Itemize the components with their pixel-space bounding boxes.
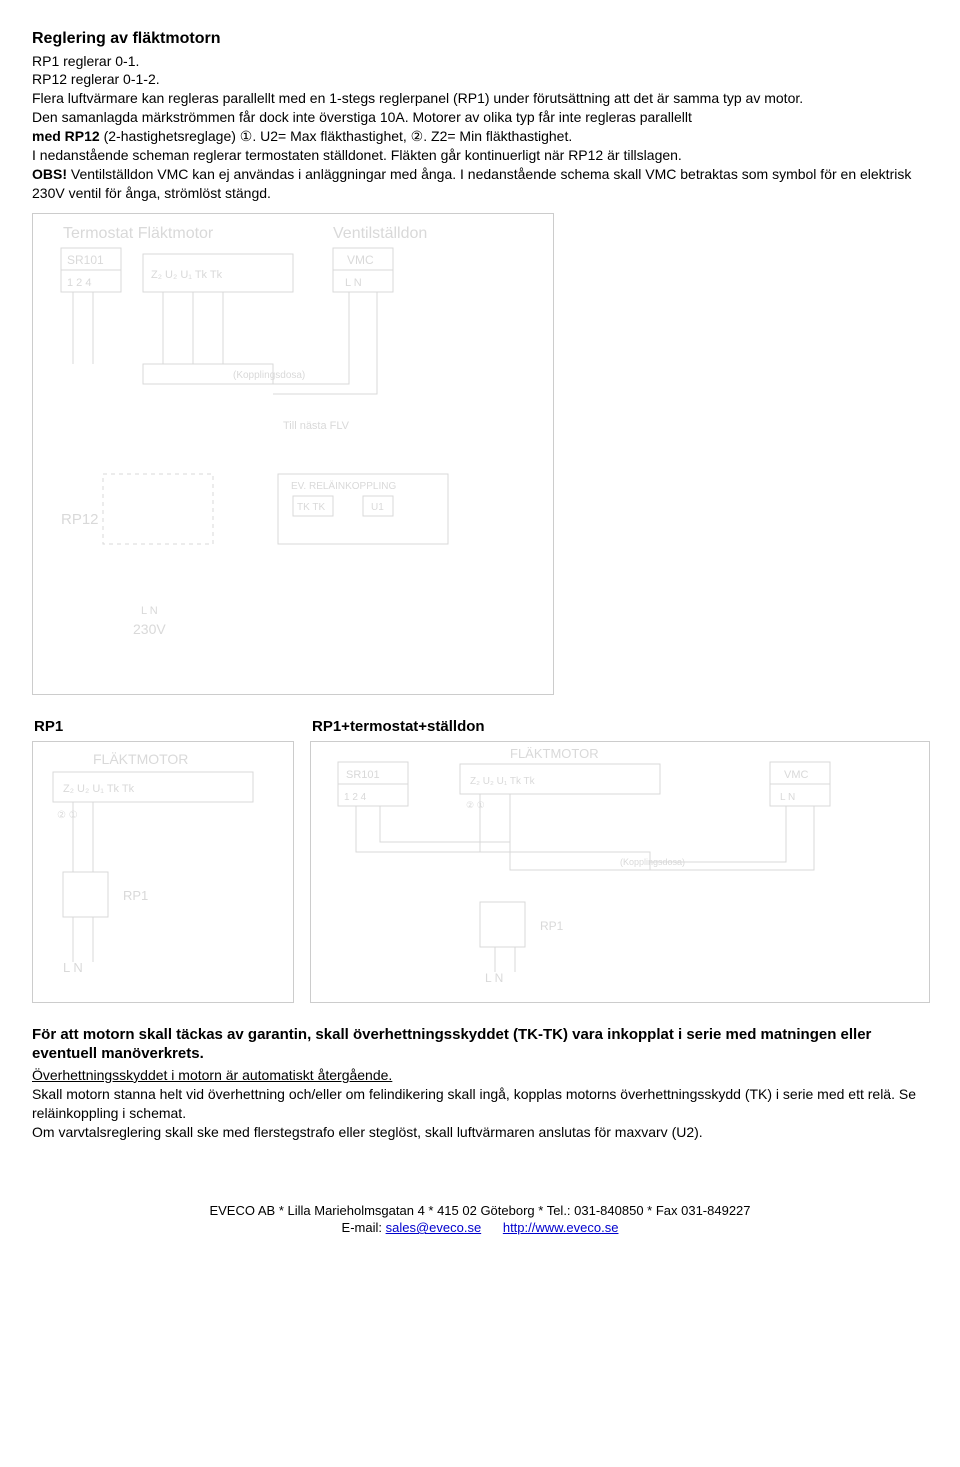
warranty-heading: För att motorn skall täckas av garantin,… [32,1025,928,1064]
page-title: Reglering av fläktmotorn [32,28,928,50]
svg-text:VMC: VMC [347,253,374,267]
svg-text:L N: L N [345,277,362,289]
svg-text:1 2 4: 1 2 4 [67,277,91,289]
warranty-block: För att motorn skall täckas av garantin,… [32,1025,928,1142]
intro-line-1: RP1 reglerar 0-1. [32,52,928,71]
svg-text:EV. RELÄINKOPPLING: EV. RELÄINKOPPLING [291,480,396,492]
svg-text:FLÄKTMOTOR: FLÄKTMOTOR [510,746,599,761]
warranty-p3: Om varvtalsreglering skall ske med flers… [32,1123,928,1142]
svg-text:(Kopplingsdosa): (Kopplingsdosa) [233,370,305,381]
svg-text:FLÄKTMOTOR: FLÄKTMOTOR [93,751,188,767]
svg-text:Z₂ U₂ U₁ Tk Tk: Z₂ U₂ U₁ Tk Tk [470,776,536,787]
svg-text:SR101: SR101 [67,253,104,267]
intro-paragraph: RP1 reglerar 0-1. RP12 reglerar 0-1-2. F… [32,52,928,203]
svg-text:RP1: RP1 [540,919,564,933]
diagram-label-termostat: Termostat Fläktmotor [63,225,214,242]
intro-line-4b: med RP12 [32,128,100,144]
footer-line-2: E-mail: sales@eveco.se http://www.eveco.… [32,1219,928,1237]
svg-text:RP12: RP12 [61,511,99,528]
footer-line-1: EVECO AB * Lilla Marieholmsgatan 4 * 415… [32,1202,928,1220]
svg-text:1 2 4: 1 2 4 [344,792,367,803]
intro-line-4: Den samanlagda märkströmmen får dock int… [32,108,928,146]
intro-line-4c: (2-hastighetsreglage) ①. U2= Max fläktha… [100,128,573,144]
wiring-diagram-rp1-combo: SR101 1 2 4 FLÄKTMOTOR Z₂ U₂ U₁ Tk Tk ② … [310,741,930,1003]
obs-text: Ventilställdon VMC kan ej användas i anl… [32,166,911,201]
svg-text:Z₂ U₂ U₁ Tk Tk: Z₂ U₂ U₁ Tk Tk [63,783,135,795]
intro-line-5: I nedanstående scheman reglerar termosta… [32,146,928,165]
svg-text:L N: L N [141,605,158,617]
diagram-row: RP1 FLÄKTMOTOR Z₂ U₂ U₁ Tk Tk ② ① RP1 L … [32,713,928,1003]
svg-text:L N: L N [780,792,795,803]
footer-url-link[interactable]: http://www.eveco.se [503,1220,619,1235]
intro-line-6: OBS! Ventilställdon VMC kan ej användas … [32,165,928,203]
svg-text:SR101: SR101 [346,769,380,781]
svg-text:Z₂ U₂ U₁ Tk Tk: Z₂ U₂ U₁ Tk Tk [151,269,223,281]
warranty-p2: Skall motorn stanna helt vid överhettnin… [32,1085,928,1123]
wiring-diagram-rp1: FLÄKTMOTOR Z₂ U₂ U₁ Tk Tk ② ① RP1 L N [32,741,294,1003]
svg-text:VMC: VMC [784,769,809,781]
intro-line-3: Flera luftvärmare kan regleras parallell… [32,89,928,108]
svg-text:L N: L N [63,960,83,975]
diagram-label-ventil: Ventilställdon [333,225,427,242]
footer-email-prefix: E-mail: [342,1220,386,1235]
svg-text:U1: U1 [371,502,384,513]
label-rp1: RP1 [34,717,292,737]
label-rp1-combo: RP1+termostat+ställdon [312,717,928,737]
svg-text:RP1: RP1 [123,888,148,903]
svg-text:② ①: ② ① [466,800,485,810]
intro-line-2: RP12 reglerar 0-1-2. [32,70,928,89]
footer-email-link[interactable]: sales@eveco.se [386,1220,482,1235]
svg-text:230V: 230V [133,621,166,637]
intro-line-4a: Den samanlagda märkströmmen får dock int… [32,109,692,125]
svg-text:② ①: ② ① [57,810,78,821]
page-footer: EVECO AB * Lilla Marieholmsgatan 4 * 415… [32,1202,928,1237]
svg-text:TK TK: TK TK [297,502,325,513]
svg-text:Till nästa FLV: Till nästa FLV [283,420,350,432]
wiring-diagram-main: Termostat Fläktmotor Ventilställdon SR10… [32,213,554,695]
obs-label: OBS! [32,166,67,182]
warranty-underline: Överhettningsskyddet i motorn är automat… [32,1066,928,1085]
footer-spacer [481,1220,503,1235]
svg-text:L N: L N [485,971,503,985]
